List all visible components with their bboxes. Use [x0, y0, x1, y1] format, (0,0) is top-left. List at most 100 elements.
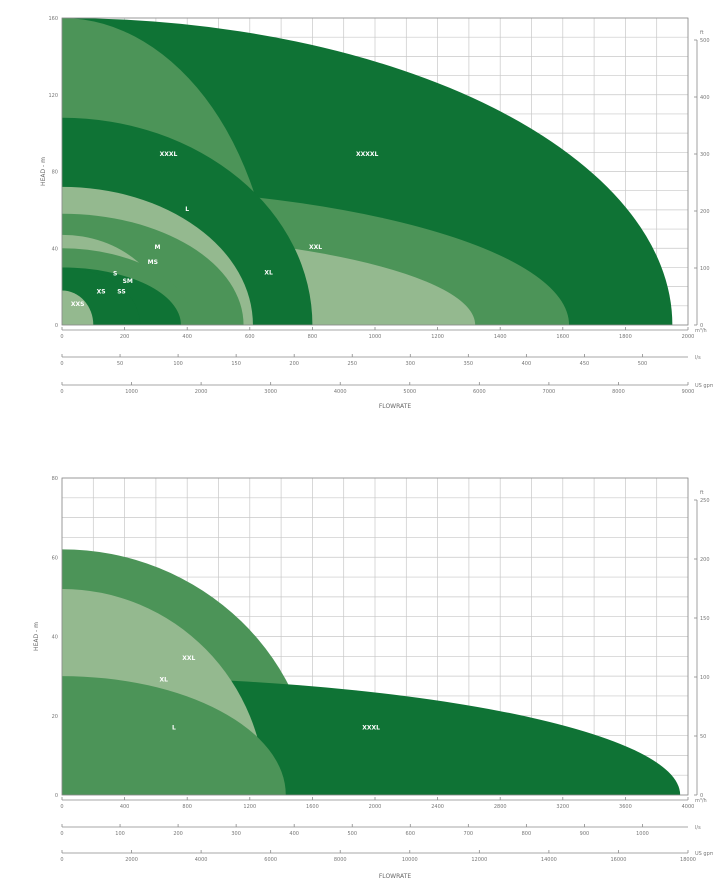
x-tick-label: 4000	[195, 857, 208, 863]
right-tick-label: 250	[700, 498, 710, 504]
area-label-xxl: XXL	[309, 244, 322, 251]
area-label-xl: XL	[264, 269, 273, 276]
x-tick-label: 300	[231, 831, 241, 837]
x-axis-label: FLOWRATE	[379, 403, 411, 410]
x-tick-label: 9000	[682, 389, 695, 395]
right-tick-label: 400	[700, 95, 710, 101]
x-tick-label: 4000	[334, 389, 347, 395]
x-tick-label: 200	[120, 334, 130, 340]
x-axis-unit: US gpm	[695, 383, 713, 389]
x-tick-label: 14000	[541, 857, 557, 863]
x-tick-label: 6000	[473, 389, 486, 395]
chart-lower: XXL XXXL XL L 0 20 40 60 80 HEAD - m 0 50 100 150 200 2…	[33, 476, 713, 880]
area-label-xxl: XXL	[182, 655, 195, 662]
y-tick-label: 80	[52, 476, 58, 482]
area-label-l: L	[172, 725, 176, 732]
x-tick-label: 1000	[369, 334, 382, 340]
x-tick-label: 500	[638, 361, 648, 367]
x-axis-1: 0 50 100 150 200 250 300 350 400 450 500 l/s	[60, 354, 701, 367]
x-tick-label: 400	[120, 804, 130, 810]
x-tick-label: 1400	[494, 334, 507, 340]
area-label-xs: XS	[97, 288, 106, 295]
x-axis-1: 0 100 200 300 400 500 600 700 800 900 1000 l/s	[60, 824, 701, 837]
x-tick-label: 600	[245, 334, 255, 340]
area-label-xxs: XXS	[71, 301, 85, 308]
x-tick-label: 1200	[431, 334, 444, 340]
performance-areas	[62, 549, 681, 795]
x-tick-label: 1200	[243, 804, 256, 810]
right-tick-label: 200	[700, 557, 710, 563]
x-tick-label: 100	[115, 831, 125, 837]
x-tick-label: 2000	[682, 334, 695, 340]
x-tick-label: 18000	[680, 857, 696, 863]
area-label-ss: SS	[117, 288, 125, 295]
x-tick-label: 0	[60, 804, 63, 810]
y-tick-label: 0	[55, 323, 58, 329]
area-xxs	[62, 290, 94, 325]
x-axis-unit: US gpm	[695, 851, 713, 857]
x-tick-label: 2000	[369, 804, 382, 810]
area-label-m: M	[154, 244, 160, 251]
x-tick-label: 2800	[494, 804, 507, 810]
area-label-ms: MS	[148, 259, 158, 266]
x-tick-label: 3000	[264, 389, 277, 395]
x-tick-label: 16000	[610, 857, 626, 863]
area-labels: XXL XXXL XL L	[159, 655, 380, 732]
area-label-sm: SM	[123, 278, 133, 285]
x-tick-label: 0	[60, 361, 63, 367]
x-tick-label: 8000	[612, 389, 625, 395]
x-tick-label: 0	[60, 334, 63, 340]
y-axis-label: HEAD - m	[40, 157, 47, 186]
plot-border	[61, 477, 689, 796]
y-tick-label: 80	[52, 170, 58, 176]
y-tick-label: 160	[48, 16, 58, 22]
y-tick-label: 0	[55, 793, 58, 799]
plot-border	[61, 17, 689, 326]
right-tick-label: 300	[700, 152, 710, 158]
x-tick-label: 500	[347, 831, 357, 837]
right-tick-label: 50	[700, 734, 706, 740]
x-tick-label: 6000	[264, 857, 277, 863]
x-tick-label: 250	[347, 361, 357, 367]
x-tick-label: 3600	[619, 804, 632, 810]
x-tick-label: 1800	[619, 334, 632, 340]
x-axis-2: 0 2000 4000 6000 8000 10000 12000 14000 16000 180…	[60, 850, 713, 863]
y-tick-label: 40	[52, 246, 58, 252]
x-tick-label: 1000	[636, 831, 649, 837]
right-tick-label: 150	[700, 616, 710, 622]
x-tick-label: 400	[289, 831, 299, 837]
area-label-l: L	[185, 206, 189, 213]
x-axis-label: FLOWRATE	[379, 873, 411, 880]
x-tick-label: 350	[464, 361, 474, 367]
chart-upper: XXXXL XXXL XXL XL L M MS S SM SS XS XXS 0 40 80 120 160 H…	[40, 16, 713, 410]
x-tick-label: 0	[60, 389, 63, 395]
x-axis-unit: m³/h	[695, 798, 707, 804]
x-tick-label: 400	[182, 334, 192, 340]
x-axis-unit: l/s	[695, 825, 701, 831]
x-tick-label: 600	[406, 831, 416, 837]
right-tick-label: 100	[700, 266, 710, 272]
x-axis-unit: l/s	[695, 355, 701, 361]
x-tick-label: 5000	[403, 389, 416, 395]
x-tick-label: 7000	[543, 389, 556, 395]
right-tick-label: 500	[700, 38, 710, 44]
x-tick-label: 2000	[125, 857, 138, 863]
x-tick-label: 2000	[195, 389, 208, 395]
x-tick-label: 700	[464, 831, 474, 837]
x-tick-label: 800	[522, 831, 532, 837]
x-tick-label: 200	[289, 361, 299, 367]
right-axis-unit: ft	[700, 30, 704, 36]
performance-areas	[62, 18, 673, 326]
area-label-s: S	[113, 270, 117, 277]
x-tick-label: 100	[173, 361, 183, 367]
area-label-xl: XL	[159, 677, 168, 684]
x-tick-label: 200	[173, 831, 183, 837]
x-tick-label: 3200	[556, 804, 569, 810]
y-tick-label: 60	[52, 555, 58, 561]
x-tick-label: 150	[231, 361, 241, 367]
y-axis-label: HEAD - m	[33, 622, 40, 651]
right-tick-label: 100	[700, 675, 710, 681]
x-tick-label: 800	[308, 334, 318, 340]
x-tick-label: 8000	[334, 857, 347, 863]
